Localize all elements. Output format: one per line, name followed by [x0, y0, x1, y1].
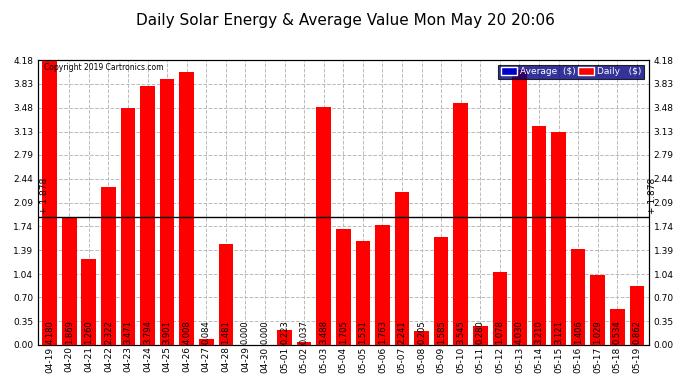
Bar	[297, 342, 311, 345]
Bar	[101, 187, 116, 345]
Text: 4.008: 4.008	[182, 321, 191, 344]
Text: 1.705: 1.705	[339, 321, 348, 344]
Text: 1.763: 1.763	[378, 320, 387, 344]
Bar	[42, 60, 57, 345]
Bar	[395, 192, 409, 345]
Bar	[121, 108, 135, 345]
Text: 0.037: 0.037	[299, 321, 308, 344]
Text: + 1.878: + 1.878	[648, 178, 657, 214]
Bar	[62, 217, 77, 345]
Bar	[277, 330, 292, 345]
Text: 3.901: 3.901	[163, 321, 172, 344]
Text: 0.223: 0.223	[280, 321, 289, 344]
Text: 1.260: 1.260	[84, 321, 93, 344]
Text: 2.322: 2.322	[104, 321, 113, 344]
Text: 3.488: 3.488	[319, 320, 328, 344]
Text: 0.000: 0.000	[241, 321, 250, 344]
Text: 4.030: 4.030	[515, 321, 524, 344]
Bar	[453, 103, 468, 345]
Text: 2.241: 2.241	[397, 321, 406, 344]
Bar	[629, 286, 644, 345]
Text: Daily Solar Energy & Average Value Mon May 20 20:06: Daily Solar Energy & Average Value Mon M…	[135, 13, 555, 28]
Text: 3.210: 3.210	[535, 321, 544, 344]
Text: 3.794: 3.794	[143, 321, 152, 344]
Text: 0.862: 0.862	[632, 321, 642, 344]
Text: 1.078: 1.078	[495, 321, 504, 344]
Bar	[355, 241, 371, 345]
Bar	[532, 126, 546, 345]
Text: 0.084: 0.084	[201, 321, 210, 344]
Bar	[336, 229, 351, 345]
Bar	[493, 272, 507, 345]
Text: 3.471: 3.471	[124, 321, 132, 344]
Bar	[551, 132, 566, 345]
Bar	[140, 86, 155, 345]
Bar	[219, 244, 233, 345]
Bar	[375, 225, 390, 345]
Bar	[591, 275, 605, 345]
Bar	[316, 107, 331, 345]
Text: 1.481: 1.481	[221, 321, 230, 344]
Text: 1.531: 1.531	[358, 321, 367, 344]
Text: Copyright 2019 Cartronics.com: Copyright 2019 Cartronics.com	[44, 63, 164, 72]
Text: 3.121: 3.121	[554, 321, 563, 344]
Text: 4.180: 4.180	[45, 321, 55, 344]
Text: 0.205: 0.205	[417, 321, 426, 344]
Text: 1.029: 1.029	[593, 321, 602, 344]
Text: 0.534: 0.534	[613, 321, 622, 344]
Bar	[81, 259, 96, 345]
Bar	[414, 331, 429, 345]
Bar	[473, 326, 488, 345]
Text: 1.406: 1.406	[573, 321, 582, 344]
Text: 0.280: 0.280	[476, 321, 485, 344]
Legend: Average  ($), Daily   ($): Average ($), Daily ($)	[498, 64, 644, 79]
Text: 1.585: 1.585	[437, 321, 446, 344]
Bar	[434, 237, 448, 345]
Bar	[179, 72, 194, 345]
Text: + 1.878: + 1.878	[40, 178, 49, 214]
Bar	[199, 339, 214, 345]
Bar	[160, 79, 175, 345]
Text: 3.545: 3.545	[456, 321, 465, 344]
Text: 0.000: 0.000	[261, 321, 270, 344]
Bar	[512, 70, 526, 345]
Bar	[571, 249, 586, 345]
Text: 1.869: 1.869	[65, 321, 74, 344]
Bar	[610, 309, 624, 345]
